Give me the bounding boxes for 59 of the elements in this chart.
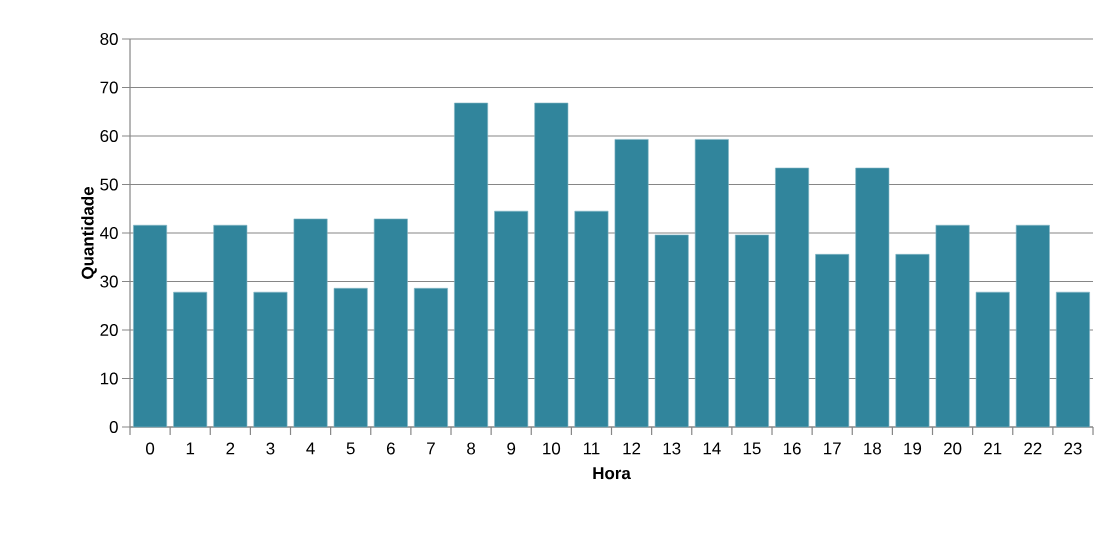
x-tick-label: 16 — [783, 442, 801, 455]
x-tick-label: 0 — [146, 442, 155, 455]
x-tick-label: 1 — [186, 442, 195, 455]
x-tick-label: 6 — [386, 442, 395, 455]
y-tick-label: 10 — [100, 372, 118, 385]
x-tick-label: 14 — [703, 442, 721, 455]
y-tick-label: 30 — [100, 275, 118, 288]
bar — [414, 287, 448, 428]
x-tick-label: 18 — [864, 442, 882, 455]
bar — [935, 224, 970, 428]
x-axis-title: Hora — [593, 467, 631, 480]
bar — [494, 210, 529, 428]
bar — [775, 167, 810, 428]
x-tick-label: 7 — [427, 442, 435, 455]
x-tick-label: 9 — [507, 442, 516, 455]
bar — [855, 167, 890, 428]
bar — [815, 254, 850, 428]
x-tick-label: 4 — [306, 442, 315, 455]
x-tick-label: 11 — [583, 442, 600, 455]
x-tick-label: 15 — [743, 442, 761, 455]
x-tick-label: 8 — [467, 442, 476, 455]
x-tick-label: 20 — [944, 442, 962, 455]
y-tick-label: 60 — [100, 129, 118, 142]
y-tick-label: 70 — [100, 81, 118, 94]
bar — [614, 139, 649, 428]
bar — [654, 234, 689, 428]
bar — [735, 234, 769, 428]
y-axis-title: Quantidade — [81, 186, 97, 279]
bar — [293, 218, 328, 428]
x-tick-label: 10 — [543, 442, 561, 455]
bar — [454, 102, 489, 428]
bar — [1015, 224, 1050, 428]
x-tick-label: 13 — [663, 442, 681, 455]
y-tick-label: 50 — [100, 178, 118, 191]
y-tick-label: 80 — [100, 32, 118, 45]
y-tick-label: 20 — [100, 323, 118, 336]
bar — [373, 218, 408, 428]
x-tick-label: 23 — [1064, 442, 1082, 455]
bar — [253, 291, 288, 428]
bar — [574, 210, 609, 428]
x-tick-label: 22 — [1024, 442, 1042, 455]
x-tick-label: 17 — [824, 442, 841, 455]
bar — [534, 102, 569, 428]
bar — [694, 139, 729, 428]
y-tick-label: 0 — [109, 420, 118, 433]
bar — [213, 224, 248, 428]
bar — [173, 291, 208, 428]
bar — [895, 254, 930, 428]
y-tick-label: 40 — [100, 226, 118, 239]
bar — [1056, 291, 1090, 428]
x-tick-label: 12 — [623, 442, 641, 455]
x-tick-label: 19 — [904, 442, 922, 455]
bar — [975, 291, 1010, 428]
x-tick-label: 21 — [984, 442, 1002, 455]
x-tick-label: 3 — [266, 442, 275, 455]
bar — [133, 224, 168, 428]
x-tick-label: 5 — [346, 442, 355, 455]
x-tick-label: 2 — [226, 442, 235, 455]
bar — [333, 287, 368, 428]
